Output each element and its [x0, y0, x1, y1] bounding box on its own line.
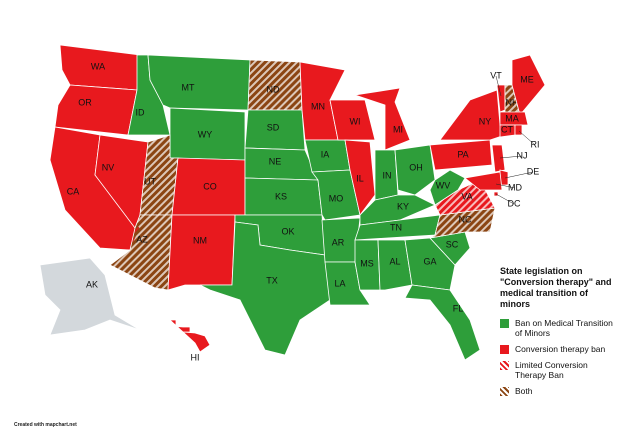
- legend-swatch: [500, 319, 509, 328]
- state-label: MD: [508, 182, 522, 192]
- state-label: HI: [191, 352, 200, 362]
- state-label: VT: [490, 70, 502, 80]
- state-label: GA: [423, 256, 436, 266]
- state: [377, 239, 413, 291]
- state-label: NE: [269, 156, 282, 166]
- state: [464, 171, 503, 191]
- leader-line: [518, 130, 536, 146]
- state-label: WA: [91, 61, 105, 71]
- state-label: NY: [479, 116, 492, 126]
- legend-swatch: [500, 387, 509, 396]
- legend-label: Both: [515, 386, 533, 396]
- legend-item: Limited Conversion Therapy Ban: [500, 360, 618, 380]
- state: [167, 214, 236, 291]
- state: [147, 54, 251, 111]
- state-label: DE: [527, 166, 540, 176]
- state: [168, 319, 211, 353]
- state-label: TN: [390, 222, 402, 232]
- state-label: SD: [267, 122, 280, 132]
- leader-line: [499, 155, 523, 159]
- leader-line: [495, 75, 502, 97]
- state: [354, 87, 411, 151]
- legend-item: Conversion therapy ban: [500, 344, 618, 354]
- state-label: OK: [281, 226, 294, 236]
- state-label: VA: [461, 191, 472, 201]
- state-label: WV: [436, 180, 451, 190]
- state-label: AZ: [136, 234, 148, 244]
- state-label: UT: [144, 176, 156, 186]
- state-label: LA: [334, 278, 345, 288]
- state-label: MO: [329, 193, 344, 203]
- state-label: WY: [198, 129, 213, 139]
- state-label: MS: [360, 258, 374, 268]
- state-label: IL: [356, 173, 364, 183]
- state: [429, 169, 466, 206]
- legend-label: Ban on Medical Transition of Minors: [515, 318, 613, 338]
- state-label: RI: [531, 139, 540, 149]
- state-label: CT: [501, 124, 513, 134]
- state-label: KS: [275, 191, 287, 201]
- state-label: TX: [266, 275, 278, 285]
- state: [394, 144, 436, 196]
- state: [429, 139, 493, 171]
- state-label: NJ: [517, 150, 528, 160]
- state-label: AK: [86, 279, 98, 289]
- state: [199, 221, 331, 356]
- legend-label: Limited Conversion Therapy Ban: [515, 360, 588, 380]
- state-label: NM: [193, 235, 207, 245]
- legend-label: Conversion therapy ban: [515, 344, 606, 354]
- legend: State legislation on "Conversion therapy…: [500, 266, 618, 402]
- state: [54, 84, 138, 136]
- state-label: WI: [350, 116, 361, 126]
- legend-swatch: [500, 345, 509, 354]
- legend-title: State legislation on "Conversion therapy…: [500, 266, 612, 309]
- legend-item: Ban on Medical Transition of Minors: [500, 318, 618, 338]
- state: [324, 261, 371, 306]
- state: [39, 257, 141, 336]
- state-label: IA: [321, 149, 330, 159]
- state-label: MI: [393, 124, 403, 134]
- state-label: MN: [311, 101, 325, 111]
- leader-line: [495, 193, 515, 205]
- state-label: IN: [383, 170, 392, 180]
- state-label: AR: [332, 237, 345, 247]
- state: [514, 124, 523, 136]
- state: [244, 147, 319, 181]
- state-label: ME: [520, 74, 534, 84]
- state: [499, 111, 529, 126]
- state-label: NC: [459, 214, 472, 224]
- state-label: MT: [182, 82, 195, 92]
- state-label: ID: [136, 107, 146, 117]
- credit: Created with mapchart.net: [14, 422, 77, 428]
- state-label: AL: [389, 256, 400, 266]
- state: [344, 139, 376, 216]
- leader-line: [504, 171, 534, 179]
- state-label: NV: [102, 162, 115, 172]
- state-label: ND: [267, 84, 280, 94]
- state-label: CA: [67, 186, 80, 196]
- state: [404, 237, 456, 291]
- state: [511, 54, 546, 116]
- state: [439, 89, 506, 141]
- legend-swatch: [500, 361, 509, 370]
- state: [354, 239, 381, 291]
- state-label: CO: [203, 181, 217, 191]
- state-label: KY: [397, 201, 409, 211]
- legend-item: Both: [500, 386, 618, 396]
- state-label: OR: [78, 97, 92, 107]
- state-label: SC: [446, 239, 459, 249]
- state-label: OH: [409, 162, 423, 172]
- state: [404, 284, 481, 361]
- leader-line: [495, 183, 516, 189]
- state: [491, 144, 506, 173]
- state-label: DC: [508, 198, 521, 208]
- state-label: FL: [453, 303, 464, 313]
- state-label: NH: [506, 97, 519, 107]
- state: [329, 99, 376, 141]
- state-label: MA: [505, 113, 519, 123]
- state-label: PA: [457, 149, 468, 159]
